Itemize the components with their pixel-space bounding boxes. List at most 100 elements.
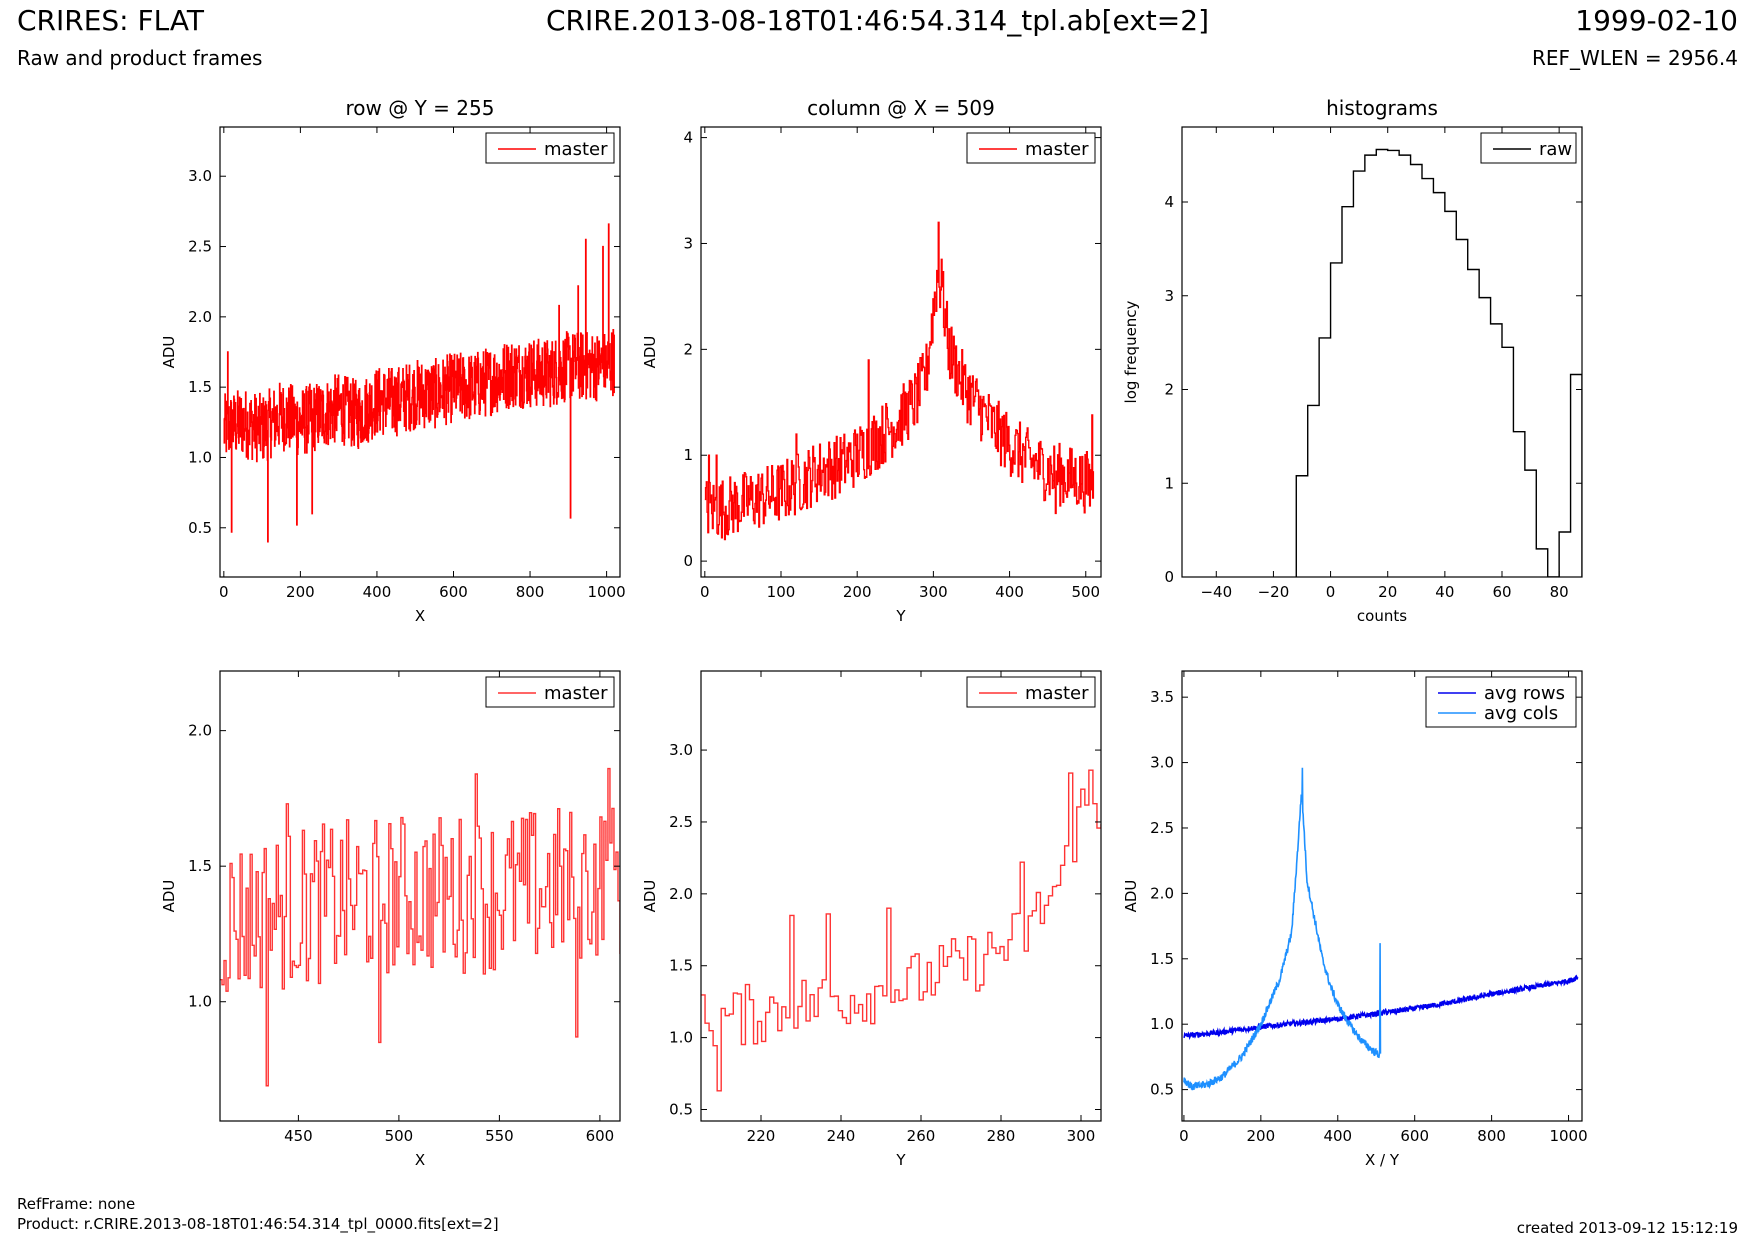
panel-column: 0 100 200 300 400 500 0 1 2 3 4 column @ X = 509 Y AD… — [641, 96, 1102, 625]
plot-area — [223, 223, 615, 543]
legend-entry: raw — [1539, 139, 1572, 160]
figure-title: CRIRES: FLAT — [17, 4, 204, 37]
y-tick-label: 1.0 — [1150, 1015, 1174, 1033]
x-tick-label: 400 — [363, 583, 392, 601]
y-tick-label: 3.5 — [1150, 688, 1174, 706]
panel-column-zoom: 220 240 260 280 300 0.5 1.0 1.5 2.0 2.5 3.0 Y ADU mas… — [641, 670, 1102, 1169]
x-tick-label: 280 — [987, 1127, 1016, 1145]
figure-subtitle: Raw and product frames — [17, 46, 263, 70]
y-tick-label: 2.5 — [188, 238, 212, 256]
ref-wlen-label: REF_WLEN = 2956.4 — [1531, 46, 1738, 70]
axes-frame — [219, 126, 621, 578]
axes-frame — [1181, 670, 1583, 1122]
refframe-label: RefFrame: none — [17, 1195, 136, 1213]
legend: master — [485, 676, 615, 708]
y-tick-label: 2.0 — [1150, 884, 1174, 902]
x-tick-label: 40 — [1435, 583, 1454, 601]
axes-frame — [700, 126, 1102, 578]
x-tick-label: −40 — [1200, 583, 1232, 601]
panel-avg: 0 200 400 600 800 1000 0.5 1.0 1.5 2.0 2.5 3.0 3.5 X … — [1122, 670, 1588, 1169]
legend-entry: master — [544, 139, 608, 160]
x-tick-label: 600 — [586, 1127, 615, 1145]
x-tick-label: 240 — [827, 1127, 856, 1145]
x-tick-label: 20 — [1378, 583, 1397, 601]
x-tick-label: 550 — [485, 1127, 514, 1145]
y-tick-label: 4 — [1164, 193, 1174, 211]
panel-title: histograms — [1326, 96, 1438, 120]
legend: master — [966, 676, 1096, 708]
y-axis-label: ADU — [160, 336, 178, 369]
x-tick-label: 400 — [995, 583, 1024, 601]
y-tick-label: 0.5 — [188, 519, 212, 537]
x-tick-label: 800 — [1477, 1127, 1506, 1145]
legend-entry: master — [1025, 139, 1089, 160]
x-tick-label: 0 — [1179, 1127, 1189, 1145]
x-tick-label: 1000 — [588, 583, 626, 601]
x-tick-label: 500 — [385, 1127, 414, 1145]
legend: raw — [1480, 132, 1577, 164]
x-tick-label: 400 — [1323, 1127, 1352, 1145]
panel-row: 0 200 400 600 800 1000 0.5 1.0 1.5 2.0 2.5 3.0 row @… — [160, 96, 626, 625]
file-name-title: CRIRE.2013-08-18T01:46:54.314_tpl.ab[ext… — [545, 4, 1209, 37]
series-line-raw — [1295, 148, 1582, 577]
x-axis-label: Y — [895, 607, 906, 625]
plot-area — [220, 767, 620, 1087]
x-axis-label: counts — [1357, 607, 1407, 625]
y-tick-label: 3.0 — [188, 167, 212, 185]
series-line-avg-cols — [1183, 767, 1382, 1091]
panel-title: column @ X = 509 — [807, 96, 995, 120]
y-tick-label: 1.5 — [188, 378, 212, 396]
x-tick-label: 1000 — [1549, 1127, 1587, 1145]
legend-entry: avg cols — [1484, 703, 1558, 724]
plot-area — [701, 769, 1101, 1092]
y-tick-label: 1.5 — [188, 857, 212, 875]
y-axis-label: log frequency — [1122, 300, 1140, 403]
x-tick-label: 300 — [919, 583, 948, 601]
x-tick-label: 500 — [1071, 583, 1100, 601]
legend-entry: master — [544, 683, 608, 704]
x-tick-label: 0 — [700, 583, 710, 601]
y-tick-label: 1 — [1164, 474, 1174, 492]
y-tick-label: 3.0 — [669, 741, 693, 759]
y-tick-label: 0 — [1164, 568, 1174, 586]
y-tick-label: 2.5 — [1150, 819, 1174, 837]
y-tick-label: 2 — [683, 340, 693, 358]
date-label: 1999-02-10 — [1575, 4, 1738, 37]
x-tick-label: 600 — [1400, 1127, 1429, 1145]
y-tick-label: 1.0 — [188, 448, 212, 466]
x-axis-label: X — [415, 607, 425, 625]
x-tick-label: 60 — [1492, 583, 1511, 601]
y-tick-label: 2.0 — [188, 722, 212, 740]
x-tick-label: 300 — [1067, 1127, 1096, 1145]
panel-title: row @ Y = 255 — [346, 96, 495, 120]
series-line-master — [704, 221, 1095, 541]
panel-hist: −40 −20 0 20 40 60 80 0 1 2 3 4 histograms counts log … — [1122, 96, 1583, 625]
plot-area — [1295, 148, 1582, 577]
x-tick-label: 0 — [1326, 583, 1336, 601]
y-axis-label: ADU — [160, 880, 178, 913]
legend: master — [485, 132, 615, 164]
x-tick-label: 200 — [843, 583, 872, 601]
y-axis-label: ADU — [641, 880, 659, 913]
y-axis-label: ADU — [1122, 880, 1140, 913]
panel-row-zoom: 450 500 550 600 1.0 1.5 2.0 X ADU master — [160, 670, 621, 1169]
series-line-master — [701, 769, 1101, 1092]
y-tick-label: 1.0 — [188, 993, 212, 1011]
x-tick-label: 450 — [284, 1127, 313, 1145]
y-tick-label: 0.5 — [669, 1100, 693, 1118]
axes-frame — [1181, 126, 1583, 578]
x-tick-label: 600 — [439, 583, 468, 601]
y-tick-label: 1.5 — [1150, 950, 1174, 968]
plot-area — [1183, 767, 1579, 1091]
product-label: Product: r.CRIRE.2013-08-18T01:46:54.314… — [17, 1215, 499, 1233]
x-tick-label: 0 — [219, 583, 229, 601]
x-axis-label: X / Y — [1365, 1151, 1400, 1169]
x-tick-label: −20 — [1258, 583, 1290, 601]
x-tick-label: 260 — [907, 1127, 936, 1145]
y-tick-label: 3 — [1164, 287, 1174, 305]
x-tick-label: 200 — [1247, 1127, 1276, 1145]
x-tick-label: 80 — [1550, 583, 1569, 601]
y-axis-label: ADU — [641, 336, 659, 369]
